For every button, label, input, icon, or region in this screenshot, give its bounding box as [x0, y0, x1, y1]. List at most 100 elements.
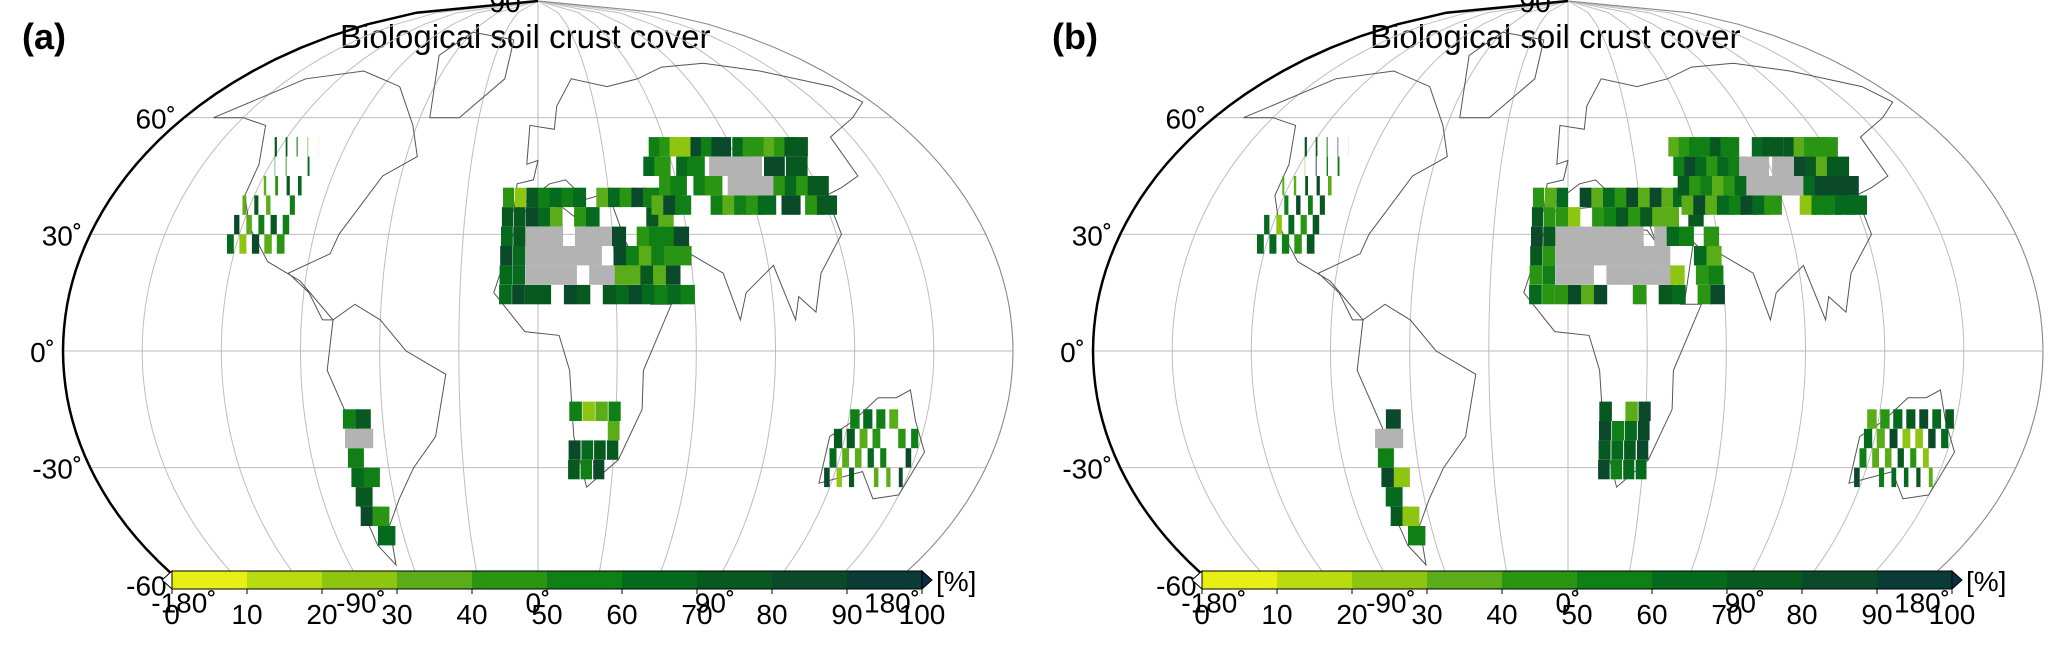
world-map: 90˚60˚30˚0˚-30˚-60˚-180˚ -90˚ 0˚ 90˚ 180˚0 10…: [30, 0, 1014, 630]
cover-cell: [1893, 409, 1903, 429]
world-map: 90˚60˚30˚0˚-30˚-60˚-180˚ -90˚ 0˚ 90˚ 180˚0 10…: [1060, 0, 2044, 630]
colorbar-tick-label: 30: [1411, 599, 1442, 630]
cover-cell: [1580, 265, 1594, 285]
cover-cell: [1294, 234, 1302, 254]
lat-label: 60˚: [135, 104, 175, 135]
cover-cell: [854, 448, 862, 468]
cover-cell: [526, 187, 538, 208]
cover-cell: [239, 234, 247, 254]
colorbar-swatch: [1277, 571, 1353, 589]
cover-cell: [627, 265, 642, 285]
colorbar-swatch: [1577, 571, 1653, 589]
cover-cell: [1530, 246, 1543, 266]
cover-cell: [867, 448, 874, 468]
cover-cell: [1605, 226, 1619, 246]
cover-cell: [1598, 440, 1611, 460]
cover-cell: [1614, 187, 1629, 208]
cover-cell: [1764, 195, 1782, 215]
cover-cell: [1593, 246, 1607, 266]
cover-cell: [676, 246, 692, 266]
cover-cell: [538, 207, 551, 227]
cover-cell: [1884, 448, 1892, 468]
cover-cell: [602, 265, 616, 285]
cover-cell: [512, 265, 525, 285]
cover-cell: [1276, 214, 1282, 235]
cover-cell: [526, 207, 538, 227]
cover-cell: [1304, 156, 1306, 176]
cover-cell: [538, 284, 552, 305]
colorbar-tick-label: 10: [231, 599, 262, 630]
cover-cell: [1529, 284, 1542, 305]
cover-cell: [785, 156, 808, 176]
colorbar-tick-label: 90: [1861, 599, 1892, 630]
cover-cell: [649, 226, 664, 246]
cover-cell: [628, 284, 643, 305]
colorbar-tick-label: 90: [831, 599, 862, 630]
cover-cell: [512, 246, 526, 266]
cover-cell: [538, 265, 551, 285]
cover-cell: [1542, 284, 1555, 305]
cover-cell: [1654, 226, 1669, 246]
cover-cell: [1555, 284, 1568, 305]
cover-cell: [282, 214, 290, 235]
cover-cell: [1638, 401, 1651, 421]
cover-cell: [673, 226, 690, 246]
cover-cell: [1863, 428, 1873, 449]
cover-cell: [1618, 246, 1632, 266]
cover-cell: [581, 440, 594, 460]
meridian-line: [1488, 0, 1569, 585]
cover-cell: [1750, 156, 1770, 176]
cover-cell: [1606, 265, 1620, 285]
cover-cell: [636, 226, 652, 246]
coastline: [1848, 389, 1956, 500]
cover-cell: [1605, 246, 1620, 266]
cover-cell: [1264, 214, 1270, 235]
cover-cell: [1568, 246, 1581, 266]
cover-cell: [1625, 401, 1638, 421]
colorbar-tick-label: 50: [531, 599, 562, 630]
colorbar-unit: [%]: [936, 566, 976, 597]
colorbar-tick-label: 0: [164, 599, 180, 630]
cover-cell: [641, 284, 656, 305]
cover-cell: [1555, 265, 1568, 285]
cover-cell: [1635, 459, 1647, 480]
cover-cell: [1610, 459, 1622, 480]
cover-cell: [1658, 284, 1673, 305]
colorbar-swatch: [1652, 571, 1728, 589]
cover-cell: [573, 187, 587, 208]
cover-cell: [889, 409, 899, 429]
cover-cell: [1945, 409, 1954, 429]
cover-cell: [1629, 226, 1644, 246]
cover-cell: [842, 448, 849, 468]
cover-cell: [1315, 156, 1317, 176]
colorbar-tick-label: 80: [1786, 599, 1817, 630]
colorbar-tick-label: 20: [1336, 599, 1367, 630]
cover-cell: [1846, 195, 1867, 215]
colorbar-swatch: [547, 571, 623, 589]
colorbar-tick-label: 40: [1486, 599, 1517, 630]
cover-cell: [1889, 428, 1898, 449]
crust-cover-cells: [1257, 137, 1954, 546]
colorbar-swatch: [1427, 571, 1503, 589]
cover-cell: [1304, 137, 1307, 157]
cover-cell: [550, 265, 564, 285]
cover-cell: [665, 265, 681, 285]
lat-label: 0˚: [1060, 337, 1085, 368]
cover-cell: [1910, 448, 1917, 468]
cover-cell: [574, 207, 588, 227]
cover-cell: [1859, 448, 1867, 468]
cover-cell: [608, 401, 621, 421]
lon-label: -90˚: [336, 587, 386, 618]
colorbar: 0 10 20 30 40 50 60 70 80 90 100[%]: [161, 566, 976, 630]
meridian-line: [220, 0, 539, 585]
cover-cell: [619, 187, 635, 208]
lat-label: -30˚: [32, 454, 82, 485]
cover-cell: [286, 176, 290, 196]
cover-cell: [1902, 428, 1911, 449]
cover-cell: [1293, 176, 1297, 196]
colorbar-tick-label: 60: [1636, 599, 1667, 630]
panel-b: (b) Biological soil crust cover 90˚ 60˚ 30…: [1030, 0, 2060, 650]
cover-cell: [1644, 265, 1659, 285]
cover-cell: [594, 440, 606, 460]
cover-cell: [1624, 440, 1636, 460]
